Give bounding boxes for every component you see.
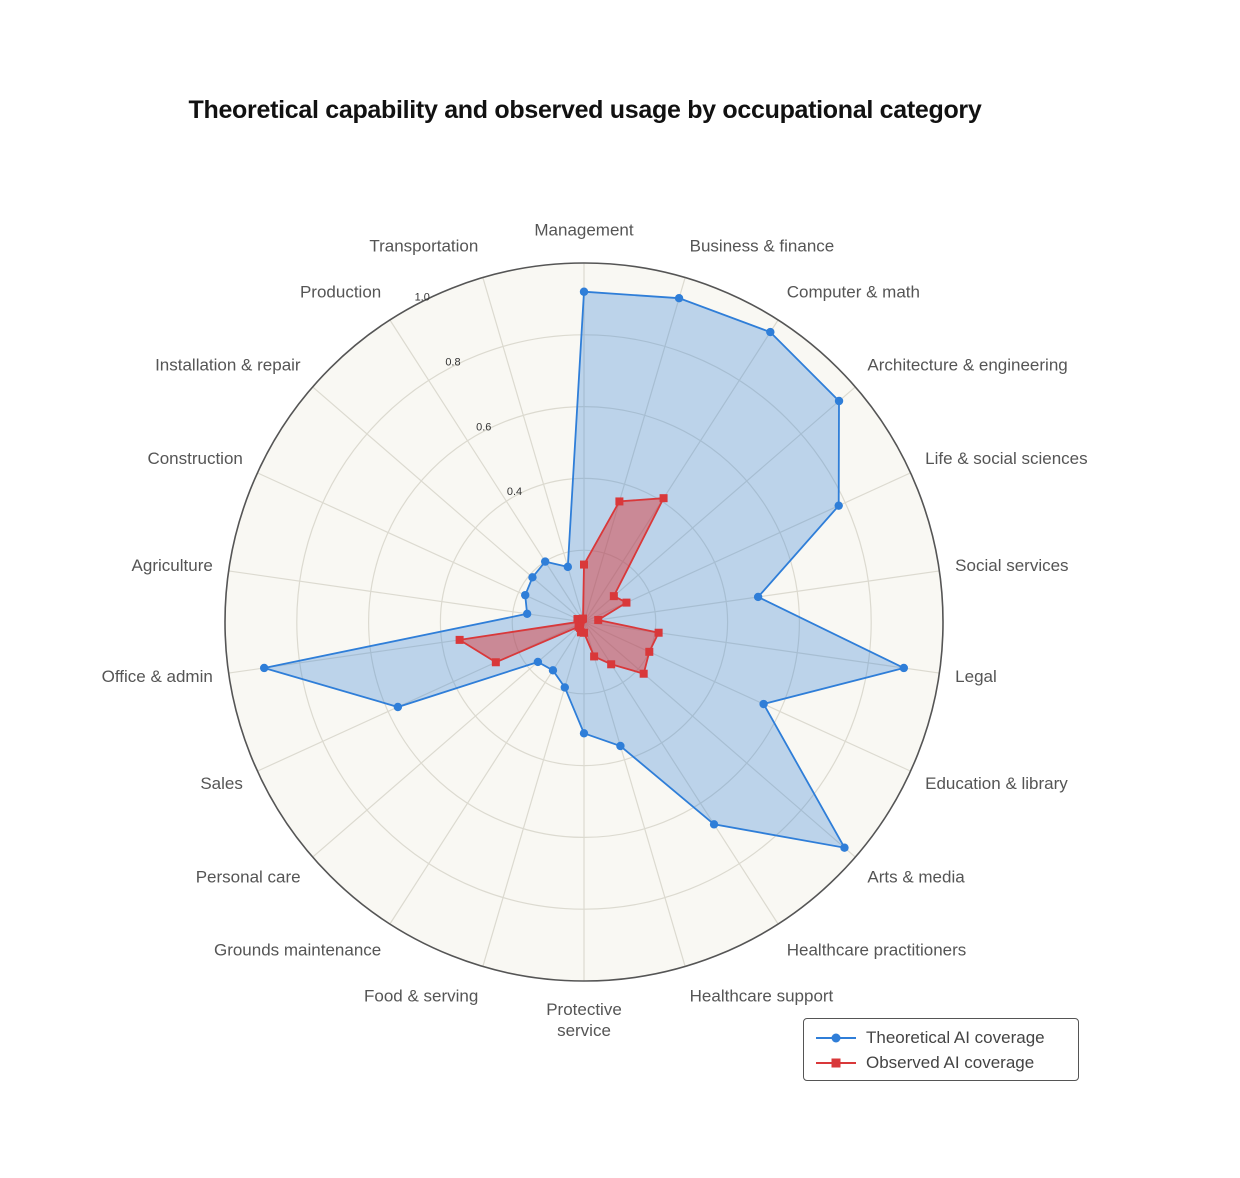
grid-spoke [583, 277, 686, 623]
data-point-theoretical [899, 663, 909, 673]
legend: Theoretical AI coverage Observed AI cove… [803, 1018, 1079, 1081]
grid-spoke [312, 386, 585, 623]
data-point-observed [622, 598, 631, 607]
grid-spoke [482, 621, 585, 967]
category-label: Healthcare support [690, 987, 834, 1006]
grid-spoke [583, 472, 911, 623]
data-point-observed [594, 615, 603, 624]
category-label: Social services [955, 556, 1068, 575]
data-point-theoretical [579, 287, 589, 296]
radial-tick-label: 1.0 [415, 292, 430, 304]
category-label: Computer & math [787, 283, 920, 302]
category-label: Arts & media [867, 868, 965, 887]
data-point-observed [639, 669, 648, 678]
legend-label-observed: Observed AI coverage [866, 1053, 1035, 1072]
category-label: Healthcare practitioners [787, 940, 967, 959]
data-point-theoretical [709, 820, 719, 829]
radar-series [259, 287, 909, 852]
category-label: Office & admin [102, 667, 213, 686]
category-label: Personal care [196, 868, 301, 887]
grid-spoke [257, 472, 585, 623]
data-point-observed [654, 628, 663, 637]
data-point-theoretical [579, 729, 589, 738]
data-point-theoretical [521, 590, 530, 600]
category-label: Sales [200, 774, 243, 793]
category-label: Installation & repair [155, 355, 301, 374]
data-point-theoretical [533, 657, 543, 667]
data-point-theoretical [759, 699, 768, 709]
data-point-theoretical [753, 592, 763, 602]
radial-tick-label: 0.8 [445, 356, 460, 368]
grid-spoke [583, 621, 940, 674]
category-label: Life & social sciences [925, 449, 1088, 468]
data-point-observed [645, 647, 654, 656]
data-point-theoretical [393, 702, 403, 712]
legend-item-observed: Observed AI coverage [814, 1051, 1034, 1075]
grid-spoke [583, 621, 686, 967]
data-point-observed [590, 652, 599, 661]
data-point-theoretical [674, 294, 684, 303]
grid-spoke [583, 621, 779, 925]
category-label: Construction [147, 449, 242, 468]
category-label: Production [300, 283, 381, 302]
data-point-observed [574, 622, 583, 631]
grid-spoke [583, 319, 779, 623]
category-label: Business & finance [690, 236, 835, 255]
data-point-observed [609, 592, 618, 601]
category-label: Architecture & engineering [867, 355, 1067, 374]
data-point-theoretical [528, 573, 537, 582]
chart-title: Theoretical capability and observed usag… [188, 96, 982, 124]
radial-tick-label: 0.4 [507, 486, 522, 498]
grid-spoke [583, 621, 911, 772]
data-point-theoretical [766, 327, 775, 337]
data-point-theoretical [616, 741, 625, 751]
data-point-observed [615, 497, 624, 506]
data-point-theoretical [548, 666, 558, 675]
legend-label-theoretical: Theoretical AI coverage [866, 1028, 1045, 1047]
data-point-observed [491, 658, 500, 667]
data-point-observed [659, 494, 668, 503]
category-labels: Management Business & finance Computer & m… [102, 220, 1088, 1040]
data-point-theoretical [259, 663, 269, 673]
category-label: Legal [955, 667, 997, 686]
data-point-observed [455, 635, 464, 644]
radial-tick-label: 0.6 [476, 421, 491, 433]
square-marker-icon [816, 1058, 856, 1068]
category-label: Grounds maintenance [214, 940, 381, 959]
data-point-theoretical [834, 396, 844, 406]
data-point-theoretical [522, 609, 532, 619]
radial-tick-labels: 0.4 0.6 0.8 1.0 [415, 292, 523, 499]
category-label: Agriculture [132, 556, 213, 575]
data-point-observed [607, 660, 616, 669]
category-label: Food & serving [364, 987, 478, 1006]
circle-marker-icon [816, 1033, 856, 1043]
data-point-theoretical [540, 557, 550, 566]
data-point-theoretical [563, 562, 573, 572]
grid-spoke [389, 319, 585, 623]
data-point-observed [578, 614, 587, 623]
outer-ring [224, 262, 944, 982]
data-point-observed [576, 628, 585, 637]
category-label: Management [534, 220, 634, 239]
category-label: Education & library [925, 774, 1068, 793]
legend-item-theoretical: Theoretical AI coverage [814, 1026, 1045, 1050]
data-point-theoretical [840, 843, 849, 852]
grid-spoke [583, 386, 856, 623]
data-point-theoretical [560, 683, 569, 692]
data-point-observed [580, 560, 588, 569]
category-label: Protective service [546, 1000, 622, 1040]
category-label: Transportation [369, 236, 478, 255]
grid-spoke [583, 621, 856, 858]
data-point-theoretical [834, 501, 843, 510]
